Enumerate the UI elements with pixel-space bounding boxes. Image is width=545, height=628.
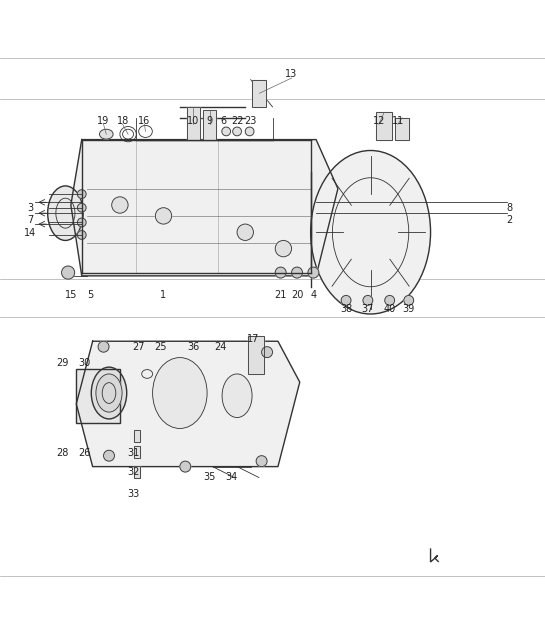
Text: 25: 25 [155,342,167,352]
Text: 15: 15 [65,290,77,300]
Text: 23: 23 [245,116,257,126]
Text: 33: 33 [128,489,140,499]
Text: 29: 29 [57,358,69,368]
Circle shape [237,224,253,241]
Circle shape [245,127,254,136]
Bar [134,447,140,458]
Bar [76,369,120,423]
Ellipse shape [92,367,126,419]
Circle shape [385,295,395,305]
Bar [203,110,216,139]
Circle shape [256,456,267,467]
Circle shape [275,267,286,278]
Bar [395,118,409,139]
Circle shape [262,347,272,357]
Bar [187,107,200,139]
Circle shape [341,295,351,305]
Circle shape [62,266,75,279]
Text: 39: 39 [403,303,415,313]
Bar [76,369,120,423]
Text: 11: 11 [392,116,404,126]
Text: 26: 26 [78,448,90,458]
Text: 1: 1 [160,290,167,300]
Circle shape [275,241,292,257]
Text: 18: 18 [117,116,129,126]
Bar [252,80,266,107]
Bar [134,465,140,477]
Bar [187,107,200,139]
Text: 24: 24 [215,342,227,352]
Text: 3: 3 [27,203,33,213]
Circle shape [222,127,231,136]
Text: 2: 2 [506,215,513,225]
Text: 38: 38 [340,303,352,313]
Text: 32: 32 [128,467,140,477]
Text: 40: 40 [384,303,396,313]
Text: 28: 28 [57,448,69,458]
Text: 31: 31 [128,448,140,458]
Text: 20: 20 [291,290,303,300]
Bar [134,465,140,477]
Bar [395,118,409,139]
Text: 6: 6 [220,116,227,126]
Bar [248,336,264,374]
Text: 30: 30 [78,358,90,368]
Text: 37: 37 [362,303,374,313]
Bar [248,336,264,374]
Text: 7: 7 [27,215,33,225]
Circle shape [404,295,414,305]
Polygon shape [71,139,338,276]
Circle shape [77,218,86,227]
Text: 16: 16 [138,116,150,126]
Text: 21: 21 [275,290,287,300]
Circle shape [233,127,241,136]
Ellipse shape [100,129,113,139]
Bar [134,447,140,458]
Text: 14: 14 [24,229,36,239]
Circle shape [77,203,86,212]
Text: 36: 36 [187,342,199,352]
Circle shape [180,461,191,472]
Circle shape [292,267,302,278]
Text: 8: 8 [506,203,513,213]
Text: 35: 35 [204,472,216,482]
Text: 4: 4 [310,290,317,300]
Circle shape [98,341,109,352]
Circle shape [77,190,86,198]
Circle shape [77,230,86,239]
Text: 12: 12 [373,116,385,126]
Circle shape [155,208,172,224]
Text: 19: 19 [98,116,110,126]
Ellipse shape [153,357,207,428]
Text: 10: 10 [187,116,199,126]
Bar [252,80,266,107]
Text: 34: 34 [226,472,238,482]
Text: 22: 22 [231,116,243,126]
Circle shape [112,197,128,213]
Ellipse shape [96,374,122,412]
Ellipse shape [222,374,252,418]
Ellipse shape [311,151,431,314]
Text: 13: 13 [286,69,298,79]
Text: 27: 27 [133,342,145,352]
Ellipse shape [47,186,83,241]
Text: 5: 5 [87,290,93,300]
Text: 17: 17 [247,333,259,344]
Circle shape [308,267,319,278]
Bar [376,112,392,139]
Text: 9: 9 [207,116,213,126]
Bar [134,430,140,442]
Circle shape [104,450,114,461]
Circle shape [363,295,373,305]
Bar [134,430,140,442]
Bar [376,112,392,139]
Bar [203,110,216,139]
Polygon shape [76,341,300,467]
